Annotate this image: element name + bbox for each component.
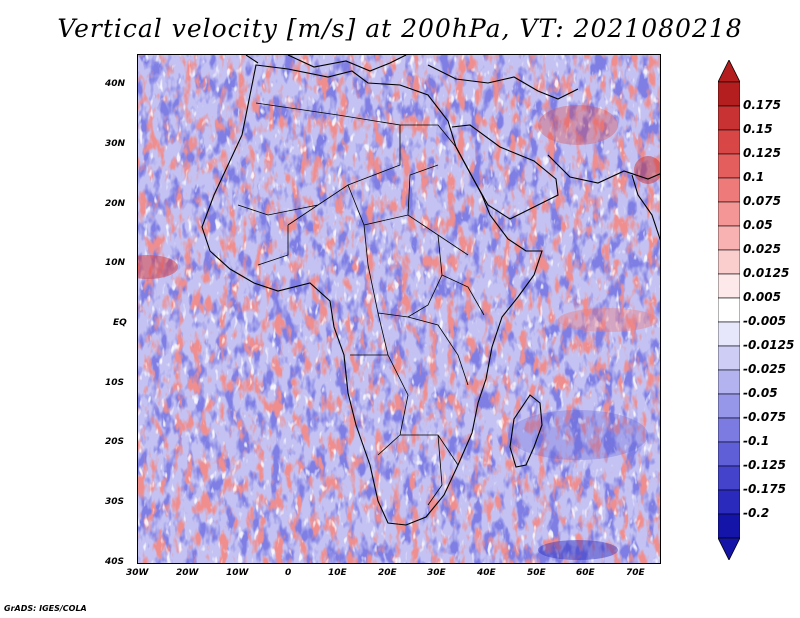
map-panel: [137, 54, 661, 564]
lat-label: 30N: [105, 139, 126, 149]
colorbar-tick-label: 0.1: [743, 170, 765, 184]
colorbar-max-arrow: [718, 60, 740, 83]
colorbar-segment: [718, 489, 740, 515]
lat-label: 40S: [105, 557, 125, 567]
europe-coastline: [245, 55, 579, 100]
colorbar-segment: [718, 273, 740, 299]
descent-region-madagascar: [508, 410, 648, 460]
colorbar-segment: [718, 225, 740, 251]
colorbar-segment: [718, 153, 740, 179]
colorbar-segment: [718, 81, 740, 107]
colorbar-tick-label: -0.175: [743, 482, 786, 496]
arabia-coastline: [451, 124, 559, 220]
lon-label: 30W: [126, 568, 149, 578]
colorbar-tick-label: -0.125: [743, 458, 786, 472]
lon-label: 40E: [477, 568, 496, 578]
colorbar-segment: [718, 417, 740, 443]
colorbar-segment: [718, 105, 740, 131]
colorbar-segment: [718, 297, 740, 323]
colorbar-tick-label: 0.005: [743, 290, 781, 304]
colorbar-segment: [718, 321, 740, 347]
national-borders: [237, 102, 485, 506]
ascent-region-middle-east: [538, 105, 618, 145]
india-coastline: [631, 174, 660, 241]
colorbar-tick-label: 0.075: [743, 194, 781, 208]
lon-label: 20W: [176, 568, 199, 578]
lat-label: 10S: [105, 378, 125, 388]
colorbar-min-arrow: [718, 537, 740, 560]
colorbar-segment: [718, 465, 740, 491]
lat-label: 10N: [105, 258, 126, 268]
ascent-region-atlantic: [138, 255, 178, 279]
colorbar-tick-label: 0.175: [743, 98, 781, 112]
lon-label: 0: [285, 568, 292, 578]
lon-label: 60E: [576, 568, 595, 578]
velocity-field-map: [138, 55, 660, 563]
colorbar-tick-label: -0.05: [743, 386, 778, 400]
colorbar-tick-label: 0.125: [743, 146, 781, 160]
lon-label: 70E: [626, 568, 645, 578]
credit-text: GrADS: IGES/COLA: [4, 604, 87, 613]
lon-label: 10W: [226, 568, 249, 578]
iran-coastline: [547, 154, 660, 184]
colorbar-tick-label: -0.075: [743, 410, 786, 424]
colorbar-segment: [718, 201, 740, 227]
descent-region-south: [538, 540, 618, 560]
colorbar-segment: [718, 249, 740, 275]
madagascar-coastline: [509, 394, 543, 468]
colorbar-segment: [718, 441, 740, 467]
colorbar-segment: [718, 513, 740, 539]
colorbar-tick-label: 0.025: [743, 242, 781, 256]
lon-label: 10E: [328, 568, 347, 578]
colorbar-tick-label: -0.1: [743, 434, 770, 448]
colorbar-tick-label: 0.0125: [743, 266, 790, 280]
lon-label: 20E: [378, 568, 397, 578]
colorbar-segment: [718, 177, 740, 203]
colorbar-tick-label: -0.025: [743, 362, 786, 376]
colorbar: [718, 60, 740, 560]
colorbar-tick-label: -0.2: [743, 506, 770, 520]
ascent-region-india: [634, 156, 660, 184]
colorbar-tick-label: 0.05: [743, 218, 773, 232]
colorbar-tick-label: -0.005: [743, 314, 786, 328]
map-title: Vertical velocity [m/s] at 200hPa, VT: 2…: [57, 14, 743, 43]
lat-label: EQ: [113, 318, 127, 328]
ascent-region-indian-ocean: [558, 308, 658, 332]
neutral-streaks: [138, 55, 660, 563]
lat-label: 20S: [105, 437, 125, 447]
colorbar-segment: [718, 369, 740, 395]
lon-label: 50E: [527, 568, 546, 578]
colorbar-tick-label: 0.15: [743, 122, 773, 136]
lon-label: 30E: [427, 568, 446, 578]
lat-label: 40N: [105, 79, 126, 89]
colorbar-segment: [718, 129, 740, 155]
colorbar-tick-label: -0.0125: [743, 338, 795, 352]
lat-label: 20N: [105, 199, 126, 209]
colorbar-segment: [718, 345, 740, 371]
colorbar-segment: [718, 393, 740, 419]
lat-label: 30S: [105, 497, 125, 507]
